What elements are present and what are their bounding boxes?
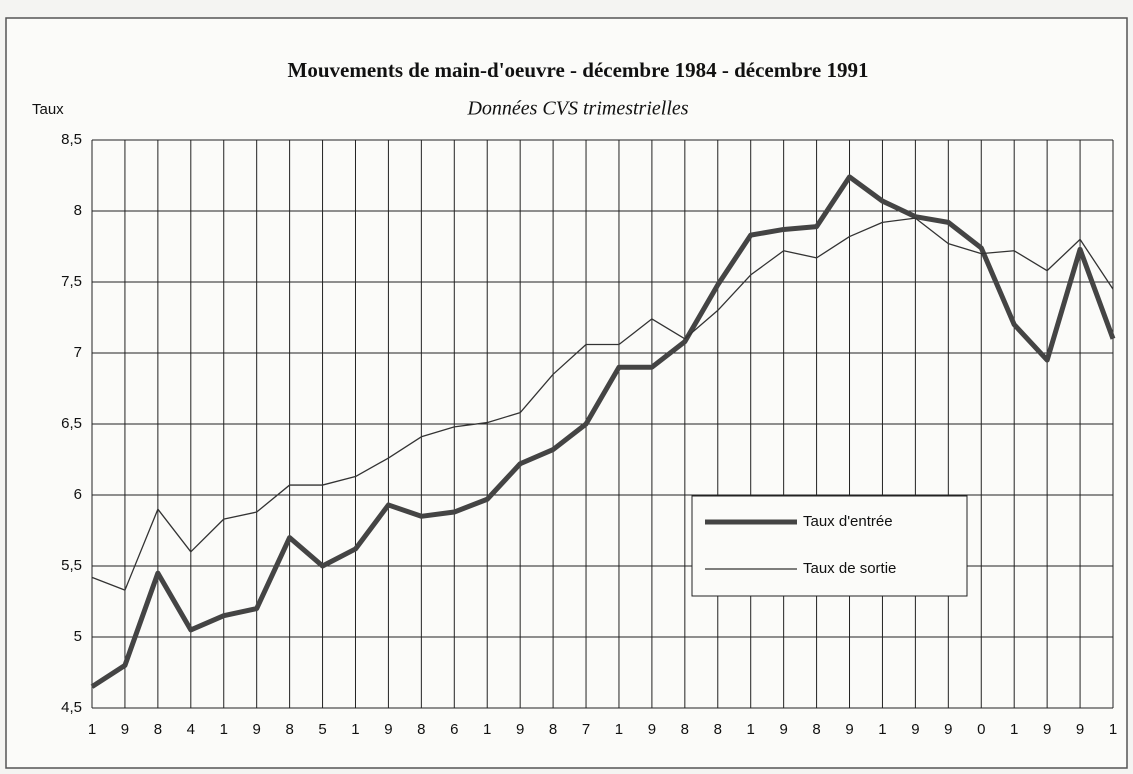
x-tick-label: 9 [944,721,952,738]
y-tick-label: 8,5 [61,131,82,148]
x-tick-label: 5 [318,721,326,738]
y-tick-label: 7 [74,344,82,361]
x-tick-label: 9 [779,721,787,738]
x-tick-label: 9 [384,721,392,738]
x-tick-label: 7 [582,721,590,738]
chart-title: Mouvements de main-d'oeuvre - décembre 1… [288,58,869,82]
x-tick-label: 9 [1043,721,1051,738]
x-tick-label: 1 [747,721,755,738]
x-tick-label: 9 [516,721,524,738]
legend-label: Taux d'entrée [803,513,893,530]
legend-box [691,495,968,597]
x-tick-label: 9 [121,721,129,738]
y-tick-label: 5 [74,628,82,645]
x-tick-label: 9 [253,721,261,738]
x-tick-label: 8 [549,721,557,738]
x-tick-label: 9 [648,721,656,738]
x-tick-label: 8 [714,721,722,738]
x-tick-label: 1 [878,721,886,738]
plot: 4,5 5 5,5 6 6,5 7 7,5 8 8,5 1 9 8 4 1 9 8 5 1 9 8 6 1 9 8 7 1 9 8 8 1… [61,131,1117,738]
x-tick-label: 1 [1010,721,1018,738]
x-tick-label: 1 [220,721,228,738]
x-tick-label: 6 [450,721,458,738]
x-tick-label: 9 [911,721,919,738]
series-line [90,174,1116,689]
x-tick-label: 1 [1109,721,1117,738]
chart-subtitle: Données CVS trimestrielles [466,98,688,120]
x-tick-label: 9 [845,721,853,738]
x-tick-label: 8 [285,721,293,738]
x-tick-label: 9 [1076,721,1084,738]
x-tick-label: 8 [154,721,162,738]
x-tick-label: 1 [88,721,96,738]
legend-label: Taux de sortie [803,560,896,577]
frame [5,17,1128,769]
x-tick-label: 0 [977,721,985,738]
y-tick-label: 5,5 [61,557,82,574]
series-line [91,217,1114,591]
y-tick-label: 8 [74,202,82,219]
y-tick-label: 4,5 [61,699,82,716]
x-tick-label: 8 [681,721,689,738]
y-tick-label: 6,5 [61,415,82,432]
x-tick-label: 4 [187,721,195,738]
x-tick-label: 1 [483,721,491,738]
x-tick-label: 1 [351,721,359,738]
y-tick-label: 7,5 [61,273,82,290]
y-axis-label: Taux [32,101,64,118]
y-tick-label: 6 [74,486,82,503]
x-tick-label: 8 [812,721,820,738]
x-tick-label: 1 [615,721,623,738]
x-tick-label: 8 [417,721,425,738]
